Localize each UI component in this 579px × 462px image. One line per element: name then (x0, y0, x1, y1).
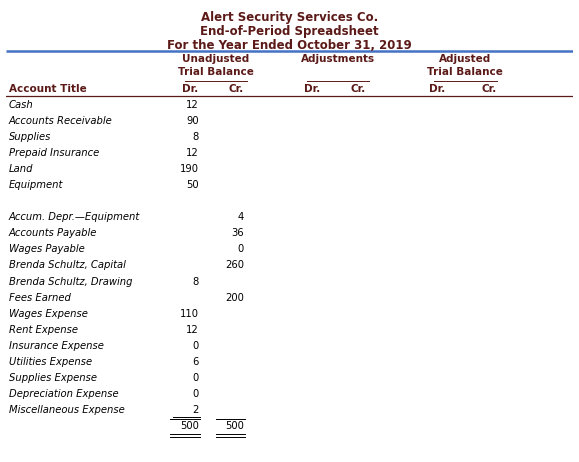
Text: 12: 12 (186, 325, 199, 335)
Text: Utilities Expense: Utilities Expense (9, 357, 91, 367)
Text: 90: 90 (186, 116, 199, 126)
Text: Accounts Payable: Accounts Payable (9, 228, 97, 238)
Text: Rent Expense: Rent Expense (9, 325, 78, 335)
Text: Alert Security Services Co.: Alert Security Services Co. (201, 12, 378, 24)
Text: Insurance Expense: Insurance Expense (9, 341, 104, 351)
Text: Miscellaneous Expense: Miscellaneous Expense (9, 405, 124, 415)
Text: 200: 200 (225, 292, 244, 303)
Text: Cr.: Cr. (481, 84, 497, 94)
Text: 110: 110 (179, 309, 199, 319)
Text: Land: Land (9, 164, 33, 174)
Text: End-of-Period Spreadsheet: End-of-Period Spreadsheet (200, 25, 379, 38)
Text: 500: 500 (180, 421, 199, 431)
Text: 2: 2 (192, 405, 199, 415)
Text: 50: 50 (186, 180, 199, 190)
Text: Account Title: Account Title (9, 84, 86, 94)
Text: 6: 6 (192, 357, 199, 367)
Text: Cr.: Cr. (229, 84, 244, 94)
Text: Cash: Cash (9, 100, 34, 109)
Text: Dr.: Dr. (182, 84, 199, 94)
Text: Equipment: Equipment (9, 180, 63, 190)
Text: 0: 0 (192, 373, 199, 383)
Text: 4: 4 (238, 212, 244, 222)
Text: 190: 190 (179, 164, 199, 174)
Text: Adjustments: Adjustments (301, 55, 375, 64)
Text: Depreciation Expense: Depreciation Expense (9, 389, 118, 399)
Text: Supplies: Supplies (9, 132, 51, 142)
Text: Unadjusted
Trial Balance: Unadjusted Trial Balance (178, 55, 254, 77)
Text: Brenda Schultz, Drawing: Brenda Schultz, Drawing (9, 276, 132, 286)
Text: Fees Earned: Fees Earned (9, 292, 71, 303)
Text: 0: 0 (192, 341, 199, 351)
Text: 0: 0 (192, 389, 199, 399)
Text: 8: 8 (192, 132, 199, 142)
Text: 0: 0 (238, 244, 244, 255)
Text: Brenda Schultz, Capital: Brenda Schultz, Capital (9, 261, 126, 270)
Text: 12: 12 (186, 148, 199, 158)
Text: Adjusted
Trial Balance: Adjusted Trial Balance (427, 55, 503, 77)
Text: Accounts Receivable: Accounts Receivable (9, 116, 112, 126)
Text: 8: 8 (192, 276, 199, 286)
Text: Accum. Depr.—Equipment: Accum. Depr.—Equipment (9, 212, 140, 222)
Text: 260: 260 (225, 261, 244, 270)
Text: Prepaid Insurance: Prepaid Insurance (9, 148, 99, 158)
Text: Wages Payable: Wages Payable (9, 244, 85, 255)
Text: Dr.: Dr. (429, 84, 446, 94)
Text: Wages Expense: Wages Expense (9, 309, 87, 319)
Text: Dr.: Dr. (305, 84, 321, 94)
Text: For the Year Ended October 31, 2019: For the Year Ended October 31, 2019 (167, 39, 412, 52)
Text: Supplies Expense: Supplies Expense (9, 373, 97, 383)
Text: 36: 36 (232, 228, 244, 238)
Text: Cr.: Cr. (351, 84, 366, 94)
Text: 12: 12 (186, 100, 199, 109)
Text: 500: 500 (225, 421, 244, 431)
